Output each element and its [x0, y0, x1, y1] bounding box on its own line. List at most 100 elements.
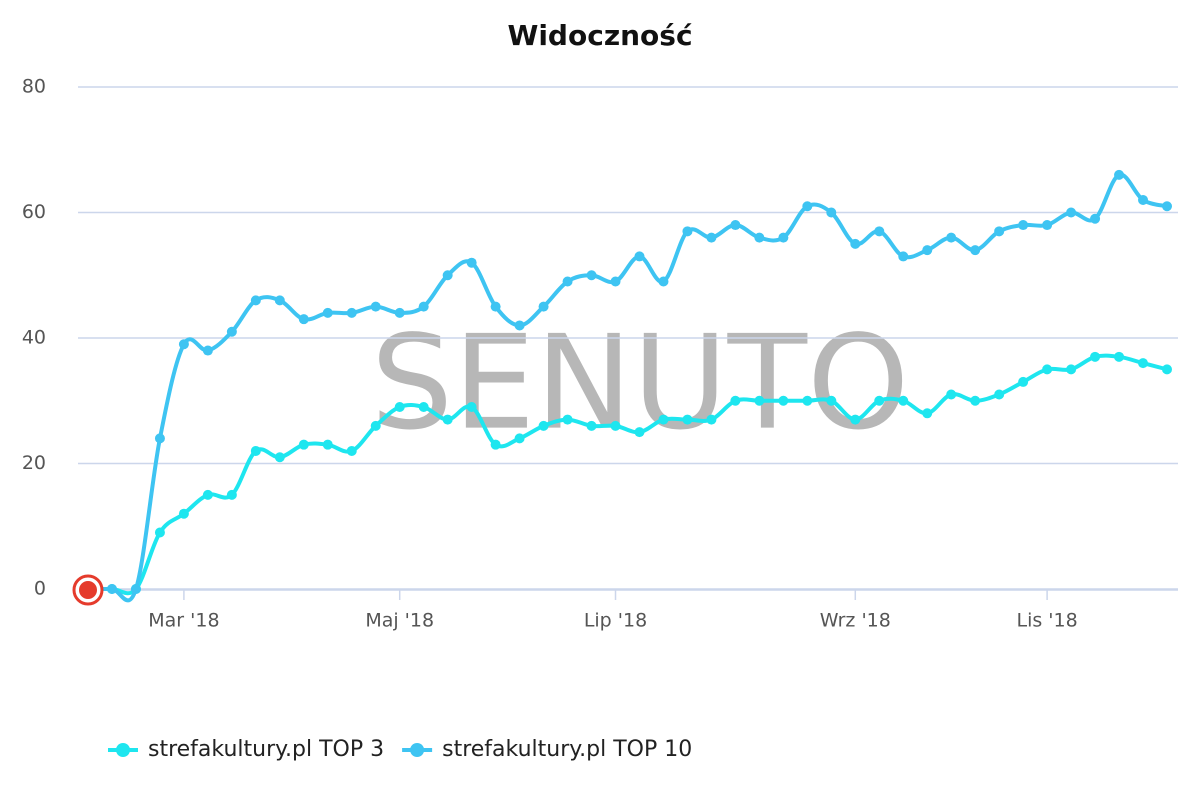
data-point: [178, 508, 189, 519]
data-point: [250, 295, 261, 306]
data-point: [1162, 364, 1172, 375]
data-point: [562, 414, 573, 425]
data-point: [370, 420, 381, 431]
data-point: [946, 389, 957, 400]
x-tick-label: Mar '18: [148, 610, 219, 632]
data-point: [1090, 351, 1101, 362]
data-point: [658, 414, 669, 425]
data-point: [754, 232, 765, 243]
data-point: [322, 439, 333, 450]
data-point: [1042, 220, 1053, 231]
data-point: [970, 395, 981, 406]
x-tick-label: Lip '18: [584, 610, 647, 632]
data-point: [178, 339, 189, 350]
data-point: [202, 345, 213, 356]
data-point: [922, 245, 933, 256]
data-point: [850, 238, 861, 249]
logo-inner: [79, 581, 97, 599]
data-point: [538, 420, 549, 431]
y-tick-label: 20: [22, 452, 46, 474]
data-point: [298, 439, 309, 450]
legend-marker: [116, 743, 130, 757]
data-point: [394, 307, 405, 318]
data-point: [1114, 169, 1125, 180]
legend-label: strefakultury.pl TOP 3: [148, 737, 384, 762]
data-point: [898, 251, 909, 262]
data-point: [706, 414, 717, 425]
data-point: [538, 301, 549, 312]
data-point: [874, 395, 885, 406]
data-point: [1066, 207, 1077, 218]
data-point: [394, 402, 405, 413]
data-point: [778, 395, 789, 406]
x-tick-label: Wrz '18: [820, 610, 891, 632]
chart-title: Widoczność: [507, 19, 692, 52]
x-tick-label: Maj '18: [365, 610, 434, 632]
data-point: [490, 301, 501, 312]
data-point: [682, 226, 693, 237]
data-point: [730, 395, 741, 406]
data-point: [562, 276, 573, 287]
data-point: [802, 201, 813, 212]
data-point: [826, 395, 837, 406]
data-point: [418, 402, 429, 413]
data-point: [754, 395, 765, 406]
data-point: [442, 414, 453, 425]
data-point: [610, 420, 621, 431]
data-point: [826, 207, 837, 218]
data-point: [970, 245, 981, 256]
data-point: [946, 232, 957, 243]
data-point: [346, 307, 357, 318]
data-point: [1114, 351, 1125, 362]
data-point: [1138, 194, 1149, 205]
data-point: [490, 439, 501, 450]
data-point: [130, 584, 141, 594]
series-line: [88, 353, 1168, 596]
data-point: [154, 433, 165, 444]
data-point: [586, 420, 597, 431]
data-point: [874, 226, 885, 237]
data-point: [682, 414, 693, 425]
data-point: [1090, 213, 1101, 224]
legend-marker: [410, 743, 425, 757]
data-point: [610, 276, 621, 287]
data-point: [202, 489, 213, 500]
data-point: [1018, 220, 1029, 231]
y-tick-label: 40: [22, 327, 46, 349]
data-point: [298, 314, 309, 325]
data-point: [346, 445, 357, 456]
data-point: [274, 452, 285, 463]
data-point: [634, 251, 645, 262]
data-point: [250, 445, 261, 456]
legend-label: strefakultury.pl TOP 10: [442, 737, 692, 762]
data-point: [418, 301, 429, 312]
data-point: [514, 320, 525, 331]
data-point: [154, 527, 165, 538]
data-point: [514, 433, 525, 444]
data-point: [106, 584, 117, 594]
data-point: [466, 257, 477, 268]
data-point: [586, 270, 597, 281]
data-point: [226, 326, 237, 337]
data-point: [1066, 364, 1077, 375]
data-point: [658, 276, 669, 287]
data-point: [898, 395, 909, 406]
data-point: [922, 408, 933, 419]
data-point: [370, 301, 381, 312]
data-point: [1042, 364, 1053, 375]
data-point: [322, 307, 333, 318]
data-point: [994, 389, 1005, 400]
data-point: [1138, 358, 1149, 369]
data-point: [778, 232, 789, 243]
data-point: [1162, 201, 1172, 212]
data-point: [466, 402, 477, 413]
data-point: [730, 220, 741, 231]
y-tick-label: 0: [34, 578, 46, 600]
data-point: [634, 427, 645, 438]
y-tick-label: 60: [22, 201, 46, 223]
data-point: [994, 226, 1005, 237]
data-point: [802, 395, 813, 406]
y-tick-label: 80: [22, 76, 46, 98]
data-point: [274, 295, 285, 306]
